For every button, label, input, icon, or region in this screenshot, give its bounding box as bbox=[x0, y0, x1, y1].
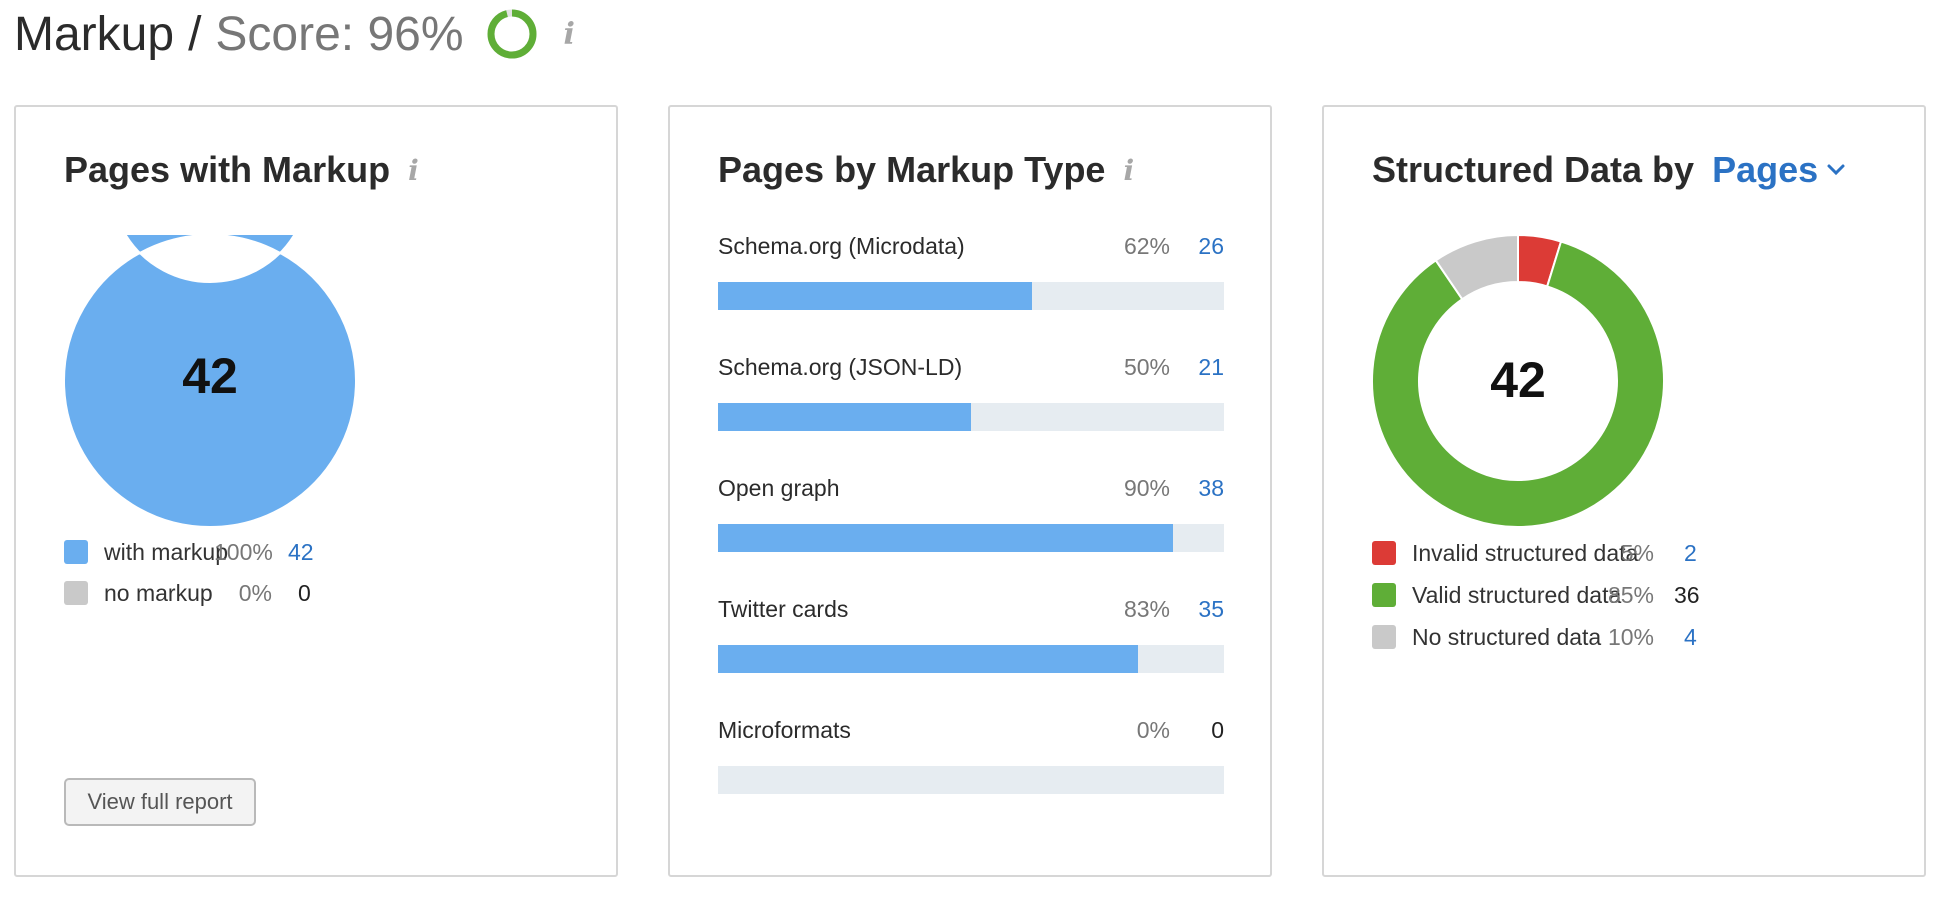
legend-swatch bbox=[1372, 583, 1396, 607]
bar-track bbox=[718, 524, 1224, 552]
dropdown-value: Pages bbox=[1712, 149, 1819, 190]
bar-header: Microformats 0% 0 bbox=[718, 717, 1224, 751]
card-title: Pages with Markup i bbox=[64, 149, 419, 191]
bar-track bbox=[718, 645, 1224, 673]
card-title: Pages by Markup Type i bbox=[718, 149, 1134, 191]
bar-track bbox=[718, 282, 1224, 310]
donut-slice-valid-structured-data[interactable] bbox=[1372, 240, 1664, 527]
info-icon[interactable]: i bbox=[408, 153, 419, 187]
legend-label: no markup bbox=[104, 579, 213, 606]
bar-label: Twitter cards bbox=[718, 596, 849, 622]
card-title-text: Pages with Markup bbox=[64, 149, 391, 190]
donut-slice-with-markup[interactable] bbox=[64, 235, 356, 527]
card-title: Structured Data by Pages bbox=[1372, 149, 1846, 191]
legend-item-invalid[interactable]: Invalid structured data 5% 2 bbox=[1372, 533, 1702, 573]
legend-swatch bbox=[1372, 541, 1396, 565]
pages-by-markup-type-card: Pages by Markup Type i Schema.org (Micro… bbox=[668, 105, 1272, 877]
bar-count-link[interactable]: 26 bbox=[1198, 233, 1224, 259]
legend-swatch bbox=[64, 581, 88, 605]
legend-count-link[interactable]: 42 bbox=[288, 538, 314, 565]
bar-label: Schema.org (Microdata) bbox=[718, 233, 965, 259]
bar-count-link[interactable]: 35 bbox=[1198, 596, 1224, 622]
bar-track bbox=[718, 766, 1224, 794]
markup-type-row: Schema.org (Microdata) 62% 26 bbox=[718, 233, 1224, 313]
bar-count: 0 bbox=[1211, 717, 1224, 743]
legend-percent: 100% bbox=[214, 538, 273, 565]
legend-count-link[interactable]: 4 bbox=[1684, 623, 1697, 650]
markup-type-row: Microformats 0% 0 bbox=[718, 717, 1224, 797]
title-separator: / bbox=[188, 7, 202, 61]
bar-fill bbox=[718, 645, 1138, 673]
pages-with-markup-donut bbox=[64, 235, 356, 527]
bar-label: Schema.org (JSON-LD) bbox=[718, 354, 963, 380]
info-icon[interactable]: i bbox=[1123, 153, 1135, 187]
legend-percent: 5% bbox=[1620, 539, 1654, 566]
view-full-report-button[interactable]: View full report bbox=[64, 778, 256, 826]
score-ring-icon bbox=[487, 9, 537, 59]
bar-count-link[interactable]: 38 bbox=[1198, 475, 1224, 501]
legend-label: No structured data bbox=[1412, 623, 1602, 650]
bar-fill bbox=[718, 282, 1032, 310]
bar-fill bbox=[718, 403, 971, 431]
legend-count: 0 bbox=[298, 579, 311, 606]
pages-dropdown[interactable]: Pages bbox=[1712, 149, 1846, 191]
legend-percent: 0% bbox=[238, 579, 272, 606]
bar-percent: 0% bbox=[1136, 717, 1170, 743]
bar-label: Open graph bbox=[718, 475, 840, 501]
page-header: Markup / Score: 96% i bbox=[14, 4, 575, 64]
bar-track bbox=[718, 403, 1224, 431]
bar-percent: 50% bbox=[1123, 354, 1170, 380]
donut-center-value: 42 bbox=[1490, 352, 1546, 408]
legend-percent: 10% bbox=[1607, 623, 1654, 650]
markup-type-row: Twitter cards 83% 35 bbox=[718, 596, 1224, 676]
markup-type-row: Schema.org (JSON-LD) 50% 21 bbox=[718, 354, 1224, 434]
pages-with-markup-card: Pages with Markup i 42 with markup 100% … bbox=[14, 105, 618, 877]
legend-swatch bbox=[64, 540, 88, 564]
legend-percent: 85% bbox=[1607, 581, 1654, 608]
bar-percent: 62% bbox=[1123, 233, 1170, 259]
card-title-text: Pages by Markup Type bbox=[718, 149, 1106, 190]
structured-data-card: Structured Data by Pages 42 Invalid stru… bbox=[1322, 105, 1926, 877]
legend-label: with markup bbox=[104, 538, 228, 565]
info-icon[interactable]: i bbox=[563, 16, 575, 52]
page-title: Markup bbox=[14, 7, 175, 61]
legend-item-with-markup[interactable]: with markup 100% 42 bbox=[64, 532, 324, 572]
legend-swatch bbox=[1372, 625, 1396, 649]
score-text: Score: 96% bbox=[215, 7, 464, 61]
legend-count-link[interactable]: 2 bbox=[1684, 539, 1697, 566]
bar-percent: 83% bbox=[1123, 596, 1170, 622]
legend-item-valid[interactable]: Valid structured data 85% 36 bbox=[1372, 575, 1702, 615]
legend-item-no-data[interactable]: No structured data 10% 4 bbox=[1372, 617, 1702, 657]
bar-header: Schema.org (JSON-LD) 50% 21 bbox=[718, 354, 1224, 388]
legend-item-no-markup[interactable]: no markup 0% 0 bbox=[64, 573, 324, 613]
legend-label: Invalid structured data bbox=[1412, 539, 1639, 566]
legend-label: Valid structured data bbox=[1412, 581, 1622, 608]
donut-center-value: 42 bbox=[182, 348, 238, 404]
card-title-text: Structured Data by bbox=[1372, 149, 1695, 190]
bar-fill bbox=[718, 524, 1174, 552]
bar-percent: 90% bbox=[1123, 475, 1170, 501]
structured-data-donut bbox=[1372, 235, 1664, 527]
bar-header: Twitter cards 83% 35 bbox=[718, 596, 1224, 630]
bar-header: Open graph 90% 38 bbox=[718, 475, 1224, 509]
markup-type-row: Open graph 90% 38 bbox=[718, 475, 1224, 555]
bar-header: Schema.org (Microdata) 62% 26 bbox=[718, 233, 1224, 267]
bar-count-link[interactable]: 21 bbox=[1198, 354, 1224, 380]
chevron-down-icon bbox=[1827, 164, 1845, 176]
bar-label: Microformats bbox=[718, 717, 851, 743]
legend-count: 36 bbox=[1674, 581, 1700, 608]
